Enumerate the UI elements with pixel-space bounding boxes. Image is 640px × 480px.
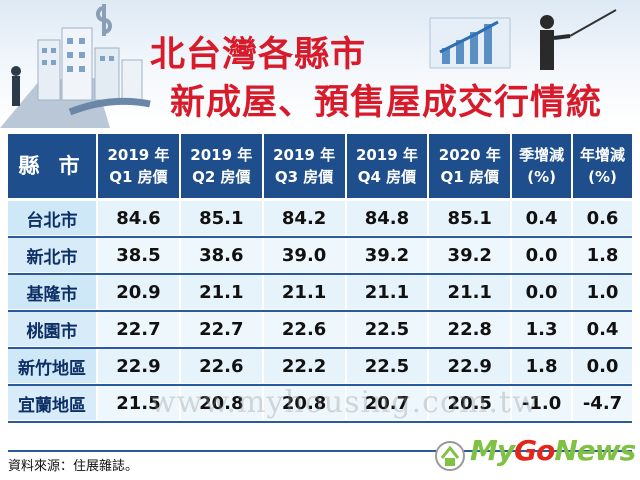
price-cell: 39.2 [344, 238, 428, 272]
column-header-2019q4: 2019 年 Q4 房價 [344, 134, 428, 198]
price-cell: 84.8 [344, 201, 428, 235]
price-cell: 22.2 [261, 349, 345, 383]
mygonews-logo-icon [435, 441, 465, 471]
price-cell: 39.0 [261, 238, 345, 272]
column-header-2020q1: 2020 年 Q1 房價 [427, 134, 511, 198]
county-cell: 基隆市 [8, 275, 97, 309]
table-row: 桃園市 22.7 22.7 22.6 22.5 22.8 1.3 0.4 [8, 312, 632, 346]
column-header-county: 縣 市 [8, 134, 97, 198]
price-cell: 85.1 [427, 201, 511, 235]
header-banner: 北台灣各縣市 新成屋、預售屋成交行情統計 [0, 0, 640, 128]
yoy-cell: 1.0 [571, 275, 632, 309]
price-cell: 22.6 [178, 349, 262, 383]
price-cell: 22.7 [178, 312, 262, 346]
column-header-yoy: 年增減 (%) [571, 134, 632, 198]
page-title-line2: 新成屋、預售屋成交行情統計 [170, 83, 603, 123]
price-cell: 38.5 [96, 238, 179, 272]
price-cell: 22.7 [96, 312, 179, 346]
table-row: 宜蘭地區 21.5 20.8 20.8 20.7 20.5 -1.0 -4.7 [8, 386, 632, 420]
price-cell: 20.7 [344, 386, 428, 420]
price-cell: 22.5 [344, 349, 428, 383]
price-cell: 38.6 [178, 238, 262, 272]
table-header-row: 縣 市 2019 年 Q1 房價 2019 年 Q2 房價 2019 年 Q3 房價 … [8, 134, 632, 198]
row-divider [8, 273, 632, 275]
yoy-cell: 0.4 [571, 312, 632, 346]
price-cell: 21.1 [261, 275, 345, 309]
price-cell: 22.6 [261, 312, 345, 346]
price-cell: 21.1 [178, 275, 262, 309]
price-cell: 22.8 [427, 312, 511, 346]
column-header-2019q3: 2019 年 Q3 房價 [261, 134, 345, 198]
qoq-cell: 1.3 [510, 312, 572, 346]
price-cell: 84.2 [261, 201, 345, 235]
price-cell: 22.9 [427, 349, 511, 383]
table-row: 新北市 38.5 38.6 39.0 39.2 39.2 0.0 1.8 [8, 238, 632, 272]
price-cell: 20.8 [261, 386, 345, 420]
price-cell: 84.6 [96, 201, 179, 235]
price-cell: 20.9 [96, 275, 179, 309]
qoq-cell: 0.0 [510, 238, 572, 272]
column-header-2019q2: 2019 年 Q2 房價 [178, 134, 262, 198]
row-divider [8, 310, 632, 312]
yoy-cell: -4.7 [571, 386, 632, 420]
data-source-note: 資料來源：住展雜誌。 [8, 459, 139, 474]
price-cell: 22.9 [96, 349, 179, 383]
qoq-cell: 0.4 [510, 201, 572, 235]
city-buildings-illustration [0, 4, 151, 128]
price-cell: 85.1 [178, 201, 262, 235]
price-cell: 22.5 [344, 312, 428, 346]
yoy-cell: 1.8 [571, 238, 632, 272]
price-cell: 20.5 [427, 386, 511, 420]
qoq-cell: 0.0 [510, 275, 572, 309]
price-cell: 39.2 [427, 238, 511, 272]
table-row: 台北市 84.6 85.1 84.2 84.8 85.1 0.4 0.6 [8, 201, 632, 235]
column-header-qoq: 季增減 (%) [510, 134, 572, 198]
county-cell: 新北市 [8, 238, 97, 272]
price-cell: 21.1 [427, 275, 511, 309]
mygonews-logo: MyGoNews [470, 434, 636, 467]
price-table: 縣 市 2019 年 Q1 房價 2019 年 Q2 房價 2019 年 Q3 房價 … [8, 131, 632, 423]
price-cell: 20.8 [178, 386, 262, 420]
page-title-line1: 北台灣各縣市 [150, 35, 367, 75]
column-header-2019q1: 2019 年 Q1 房價 [96, 134, 179, 198]
site-watermark: www.myhousing.com.tw [150, 385, 539, 420]
qoq-cell: 1.8 [510, 349, 572, 383]
table-row: 新竹地區 22.9 22.6 22.2 22.5 22.9 1.8 0.0 [8, 349, 632, 383]
county-cell: 桃園市 [8, 312, 97, 346]
row-divider [8, 384, 632, 386]
price-cell: 21.5 [96, 386, 179, 420]
row-divider [8, 421, 632, 423]
yoy-cell: 0.6 [571, 201, 632, 235]
county-cell: 台北市 [8, 201, 97, 235]
yoy-cell: 0.0 [571, 349, 632, 383]
row-divider [8, 236, 632, 238]
county-cell: 新竹地區 [8, 349, 97, 383]
rising-chart-illustration [429, 9, 617, 70]
qoq-cell: -1.0 [510, 386, 572, 420]
table-bottom-border [8, 450, 632, 452]
county-cell: 宜蘭地區 [8, 386, 97, 420]
row-divider [8, 347, 632, 349]
price-cell: 21.1 [344, 275, 428, 309]
table-row: 基隆市 20.9 21.1 21.1 21.1 21.1 0.0 1.0 [8, 275, 632, 309]
